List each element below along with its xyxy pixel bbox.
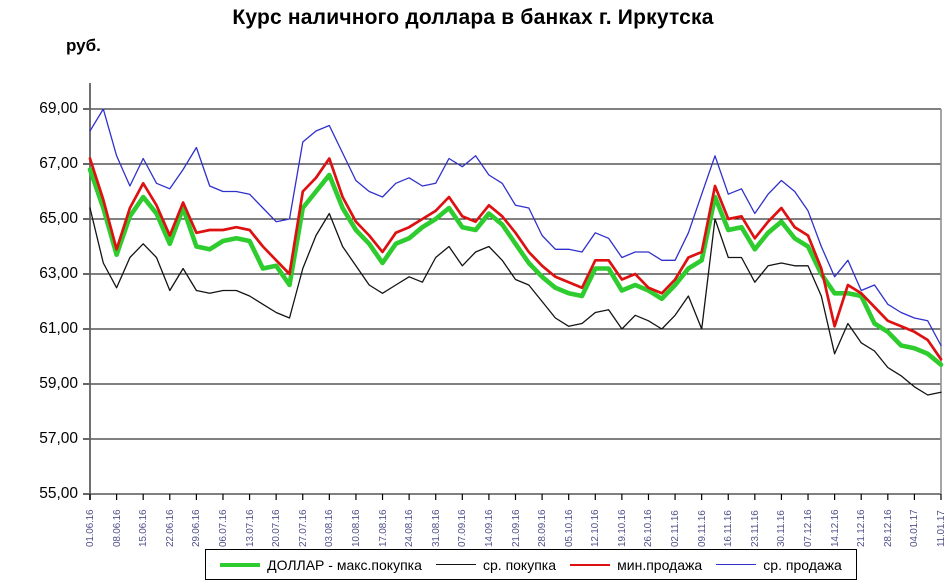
- legend-item-avg-sell: ср. продажа: [716, 557, 842, 573]
- x-tick-label: 27.07.16: [297, 509, 309, 547]
- y-tick-label: 65,00: [39, 210, 78, 227]
- legend-item-avg-buy: ср. покупка: [436, 557, 556, 573]
- dollar-max-buy-line: [87, 167, 944, 368]
- legend-item-min-sell: мин.продажа: [570, 557, 702, 573]
- y-tick-label: 55,00: [39, 485, 78, 502]
- y-axis-unit-label: руб.: [66, 36, 101, 55]
- avg-sell-line: [89, 108, 942, 347]
- avg-sell-legend-line-icon: [716, 564, 757, 565]
- x-tick-label: 05.10.16: [563, 509, 575, 547]
- x-tick-label: 17.08.16: [377, 509, 389, 547]
- x-tick-label: 28.12.16: [882, 509, 894, 547]
- legend-label: ср. покупка: [483, 556, 557, 573]
- legend-label: ср. продажа: [763, 556, 842, 573]
- x-tick-label: 04.01.17: [909, 509, 921, 547]
- chart-title: Курс наличного доллара в банках г. Иркут…: [232, 6, 714, 29]
- x-tick-label: 09.11.16: [696, 510, 708, 547]
- y-tick-label: 63,00: [39, 265, 78, 282]
- x-tick-label: 12.10.16: [590, 509, 602, 547]
- x-tick-label: 06.07.16: [217, 509, 229, 547]
- y-tick-label: 57,00: [39, 430, 78, 447]
- y-tick-label: 59,00: [39, 375, 78, 392]
- x-tick-label: 03.08.16: [324, 509, 336, 547]
- min-sell-legend-line-icon: [570, 563, 611, 566]
- x-tick-label: 21.12.16: [856, 509, 868, 547]
- x-tick-label: 13.07.16: [244, 509, 256, 547]
- legend-item-dollar-max-buy: ДОЛЛАР - макс.покупка: [220, 557, 422, 573]
- y-tick-label: 61,00: [39, 320, 78, 337]
- y-tick-label: 69,00: [39, 100, 78, 117]
- x-tick-label: 16.11.16: [723, 510, 735, 547]
- dollar-max-buy-legend-line-icon: [220, 562, 261, 567]
- x-tick-label: 14.12.16: [829, 509, 841, 547]
- x-tick-label: 15.06.16: [138, 509, 150, 547]
- x-tick-label: 20.07.16: [271, 509, 283, 547]
- avg-buy-line: [89, 207, 942, 396]
- x-tick-label: 30.11.16: [776, 510, 788, 547]
- min-sell-line: [88, 157, 943, 361]
- x-tick-label: 29.06.16: [191, 509, 203, 547]
- x-tick-label: 23.11.16: [749, 510, 761, 547]
- legend-label: мин.продажа: [617, 556, 703, 573]
- legend: ДОЛЛАР - макс.покупка ср. покупка мин.прод…: [205, 549, 857, 580]
- x-tick-label: 31.08.16: [430, 509, 442, 547]
- x-tick-label: 08.06.16: [111, 509, 123, 547]
- x-tick-label: 07.12.16: [803, 509, 815, 547]
- x-tick-label: 21.09.16: [510, 509, 522, 547]
- x-tick-label: 02.11.16: [670, 510, 682, 547]
- x-tick-label: 07.09.16: [457, 509, 469, 547]
- x-tick-label: 19.10.16: [616, 509, 628, 547]
- legend-label: ДОЛЛАР - макс.покупка: [267, 556, 422, 573]
- x-tick-label: 14.09.16: [483, 509, 495, 547]
- x-tick-label: 28.09.16: [537, 509, 549, 547]
- x-tick-label: 22.06.16: [164, 509, 176, 547]
- x-tick-label: 26.10.16: [643, 509, 655, 547]
- y-tick-label: 67,00: [39, 155, 78, 172]
- x-tick-label: 11.01.17: [936, 510, 946, 547]
- x-tick-label: 01.06.16: [85, 509, 96, 547]
- x-tick-label: 10.08.16: [350, 509, 362, 547]
- avg-buy-legend-line-icon: [436, 564, 476, 565]
- x-tick-label: 24.08.16: [404, 509, 416, 547]
